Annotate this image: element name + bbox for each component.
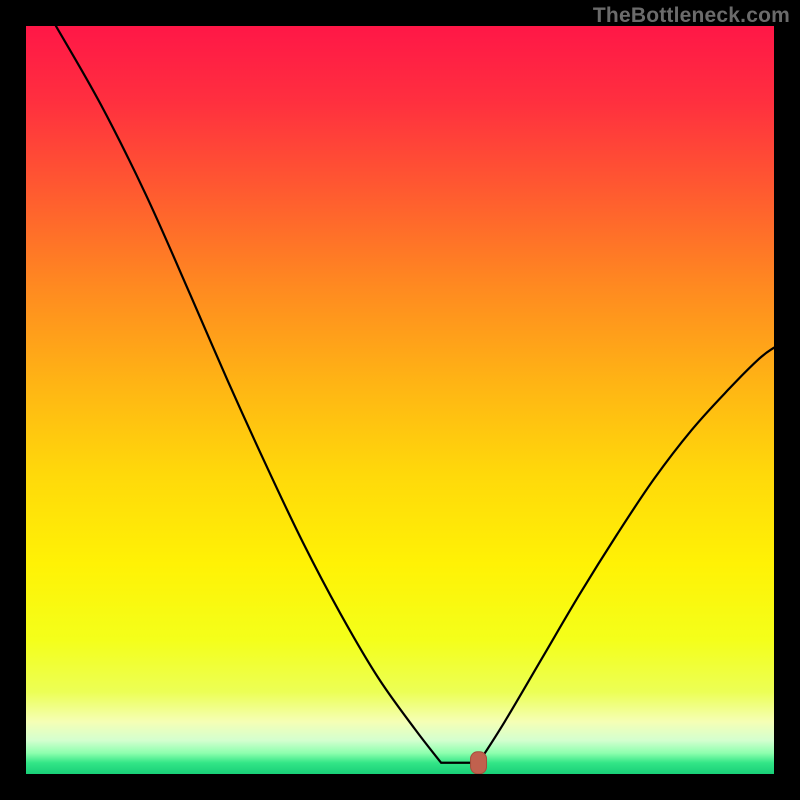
optimal-marker [471,752,487,774]
plot-area [26,26,774,774]
chart-frame: TheBottleneck.com [0,0,800,800]
watermark-text: TheBottleneck.com [593,4,790,28]
chart-svg [26,26,774,774]
gradient-rect [26,26,774,774]
